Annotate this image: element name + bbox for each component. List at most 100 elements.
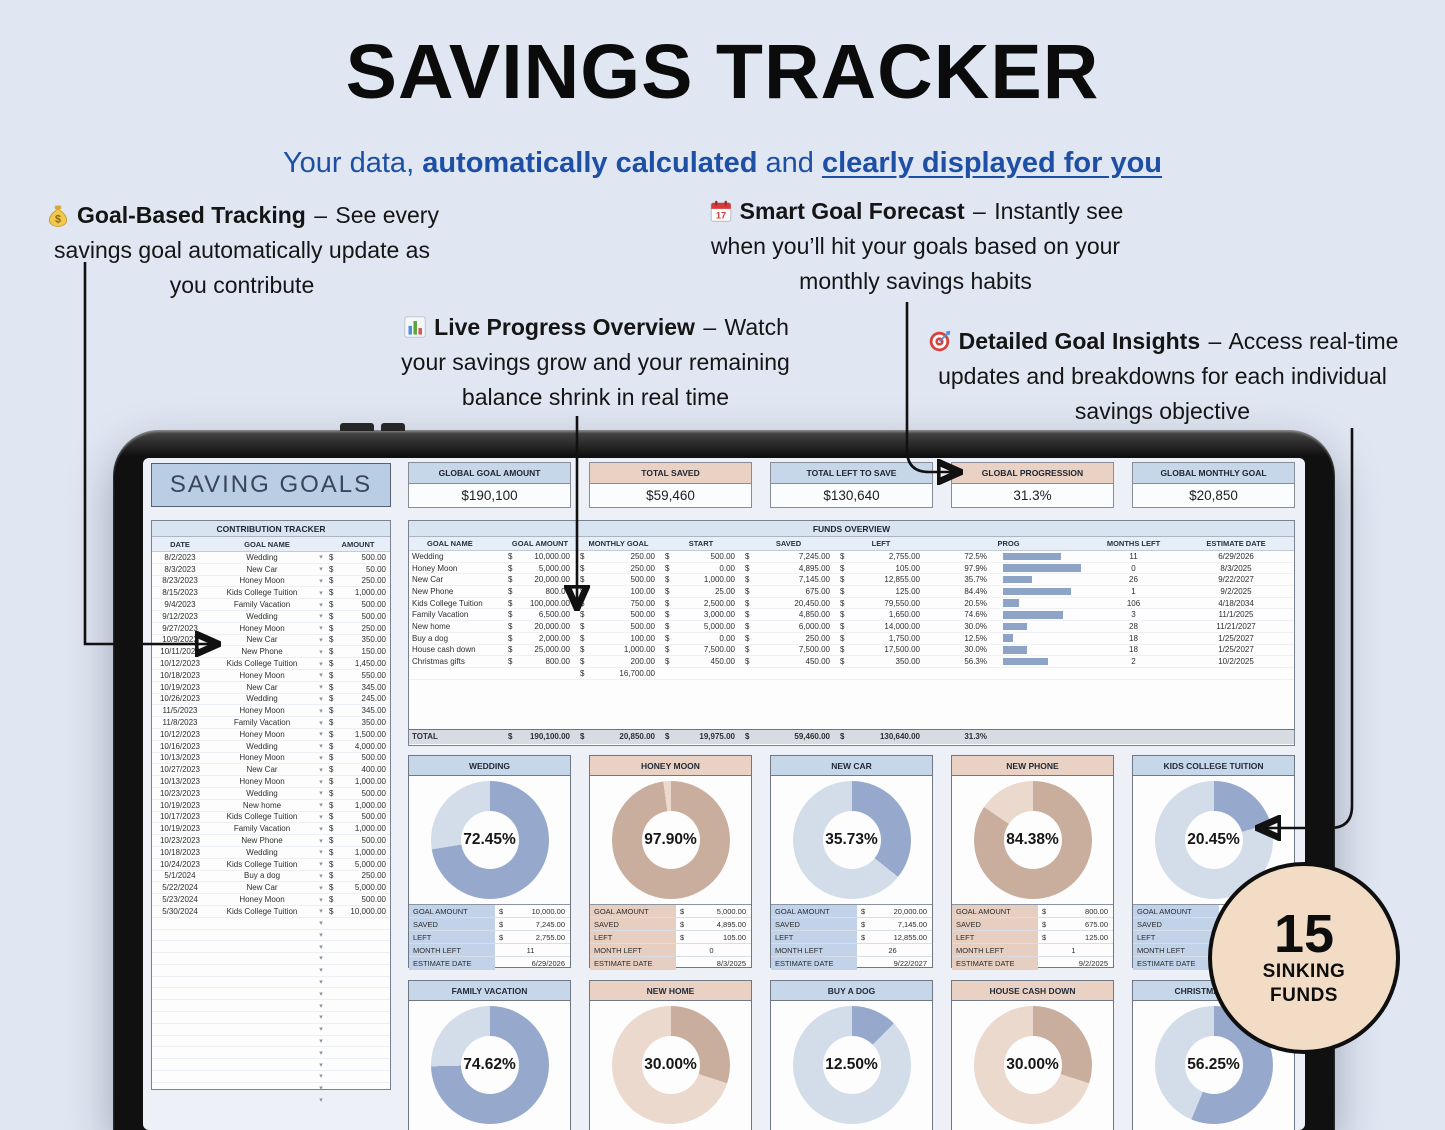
currency-symbol: $	[840, 575, 845, 585]
contribution-row: 10/9/2023 New Car ▾ $ 350.00	[152, 635, 390, 647]
dropdown-icon[interactable]: ▾	[319, 979, 323, 987]
dropdown-icon[interactable]: ▾	[319, 766, 323, 774]
currency-symbol: $	[861, 932, 866, 942]
dropdown-icon[interactable]: ▾	[319, 837, 323, 845]
contribution-row: 10/23/2023 Wedding ▾ $ 500.00	[152, 788, 390, 800]
currency-symbol: $	[329, 647, 334, 657]
stat-label: GOAL AMOUNT	[1133, 905, 1219, 917]
contribution-tracker-table: CONTRIBUTION TRACKER DATE GOAL NAME AMOU…	[151, 520, 391, 1107]
dropdown-icon[interactable]: ▾	[319, 943, 323, 951]
total-monthly-goal: 20,850.00	[619, 732, 655, 742]
dropdown-icon[interactable]: ▾	[319, 719, 323, 727]
dropdown-icon[interactable]: ▾	[319, 884, 323, 892]
dropdown-icon[interactable]: ▾	[319, 825, 323, 833]
dropdown-icon[interactable]: ▾	[319, 731, 323, 739]
cell-goal-amount: 800.00	[545, 586, 570, 596]
cell-amount: 350.00	[361, 718, 386, 728]
dropdown-icon[interactable]: ▾	[319, 695, 323, 703]
dropdown-icon[interactable]: ▾	[319, 849, 323, 857]
dropdown-icon[interactable]: ▾	[319, 813, 323, 821]
cell-goal-name: New Phone	[241, 647, 283, 657]
dropdown-icon[interactable]: ▾	[319, 1026, 323, 1034]
dropdown-icon[interactable]: ▾	[319, 684, 323, 692]
goal-cards-row-2: FAMILY VACATION 74.62% NEW HOME 30.00%	[408, 980, 1295, 1130]
dropdown-icon[interactable]: ▾	[319, 577, 323, 585]
feature-title: Live Progress Overview	[434, 314, 695, 340]
cell-goal-name: Honey Moon	[239, 895, 285, 904]
dropdown-icon[interactable]: ▾	[319, 790, 323, 798]
contribution-column-headers: DATE GOAL NAME AMOUNT	[152, 537, 390, 552]
dropdown-icon[interactable]: ▾	[319, 1002, 323, 1010]
donut-chart-area: 30.00%	[590, 1001, 751, 1129]
dropdown-icon[interactable]: ▾	[319, 1085, 323, 1093]
dropdown-icon[interactable]: ▾	[319, 778, 323, 786]
dropdown-icon[interactable]: ▾	[319, 802, 323, 810]
currency-symbol: $	[329, 871, 334, 881]
dropdown-icon[interactable]: ▾	[319, 872, 323, 880]
donut-chart-area: 12.50%	[771, 1001, 932, 1129]
feature-separator: –	[314, 202, 328, 228]
cell-date: 11/5/2023	[162, 706, 198, 716]
dropdown-icon[interactable]: ▾	[319, 967, 323, 975]
donut-chart: 12.50%	[792, 1006, 911, 1124]
dropdown-icon[interactable]: ▾	[319, 754, 323, 762]
dropdown-icon[interactable]: ▾	[319, 861, 323, 869]
cell-goal-name: Kids College Tuition	[412, 598, 483, 608]
cell-amount: 5,000.00	[354, 883, 386, 893]
donut-percentage: 35.73%	[825, 831, 878, 848]
summary-card: TOTAL SAVED $59,460	[589, 462, 752, 508]
dropdown-icon[interactable]: ▾	[319, 566, 323, 574]
contribution-row: 10/11/2023 New Phone ▾ $ 150.00	[152, 646, 390, 659]
goal-card-title: HOUSE CASH DOWN	[952, 981, 1113, 1001]
cell-start: 2,500.00	[703, 598, 735, 608]
cell-goal-name: Wedding	[246, 552, 278, 562]
dropdown-icon[interactable]: ▾	[319, 931, 323, 939]
dropdown-icon[interactable]: ▾	[319, 589, 323, 597]
currency-symbol: $	[580, 732, 585, 742]
dropdown-icon[interactable]: ▾	[319, 672, 323, 680]
dropdown-icon[interactable]: ▾	[319, 1097, 323, 1105]
stat-value: 10,000.00	[531, 906, 565, 916]
dropdown-icon[interactable]: ▾	[319, 1061, 323, 1069]
contribution-empty-row: ▾	[152, 1024, 390, 1036]
cell-goal-name: Kids College Tuition	[226, 906, 298, 916]
dropdown-icon[interactable]: ▾	[319, 955, 323, 963]
cell-date: 10/18/2023	[159, 670, 201, 680]
stat-label: SAVED	[409, 918, 495, 930]
dropdown-icon[interactable]: ▾	[319, 636, 323, 644]
dropdown-icon[interactable]: ▾	[319, 601, 323, 609]
currency-symbol: $	[680, 932, 685, 942]
dropdown-icon[interactable]: ▾	[319, 990, 323, 998]
dropdown-icon[interactable]: ▾	[319, 554, 323, 562]
dropdown-icon[interactable]: ▾	[319, 648, 323, 656]
currency-symbol: $	[840, 645, 845, 655]
dropdown-icon[interactable]: ▾	[319, 1038, 323, 1046]
stat-value: 6/29/2026	[531, 959, 565, 968]
dropdown-icon[interactable]: ▾	[319, 896, 323, 904]
stat-row-estimate-date: ESTIMATE DATE 9/2/2025	[952, 957, 1113, 970]
dropdown-icon[interactable]: ▾	[319, 920, 323, 928]
currency-symbol: $	[329, 635, 334, 645]
cell-amount: 550.00	[361, 670, 386, 680]
dropdown-icon[interactable]: ▾	[319, 660, 323, 668]
summary-card-value: $59,460	[646, 488, 695, 503]
stat-row-saved: SAVED $ 675.00	[952, 918, 1113, 931]
summary-card-label: GLOBAL GOAL AMOUNT	[409, 463, 570, 484]
cell-amount: 1,000.00	[354, 800, 386, 810]
column-header-goal-name: GOAL NAME	[244, 539, 290, 549]
dropdown-icon[interactable]: ▾	[319, 1073, 323, 1081]
dropdown-icon[interactable]: ▾	[319, 908, 323, 916]
dropdown-icon[interactable]: ▾	[319, 743, 323, 751]
dropdown-icon[interactable]: ▾	[319, 707, 323, 715]
dropdown-icon[interactable]: ▾	[319, 613, 323, 621]
funds-blank-rows	[409, 680, 1294, 729]
dropdown-icon[interactable]: ▾	[319, 1014, 323, 1022]
dropdown-icon[interactable]: ▾	[319, 625, 323, 633]
cell-start: 5,000.00	[703, 621, 735, 631]
cell-amount: 400.00	[361, 765, 386, 775]
feature-title: Smart Goal Forecast	[739, 198, 965, 224]
stat-label: LEFT	[590, 931, 676, 943]
column-header-monthly-goal: MONTHLY GOAL	[588, 539, 649, 548]
dropdown-icon[interactable]: ▾	[319, 1049, 323, 1057]
cell-goal-name: New Car	[246, 765, 278, 775]
